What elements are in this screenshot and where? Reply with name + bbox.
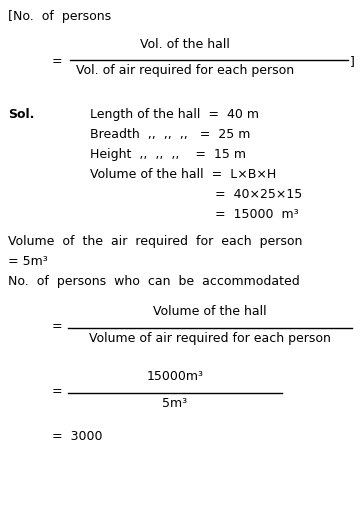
Text: 5m³: 5m³ [163,397,188,410]
Text: Height  ,,  ,,  ,,    =  15 m: Height ,, ,, ,, = 15 m [90,148,246,161]
Text: =: = [52,55,63,68]
Text: Length of the hall  =  40 m: Length of the hall = 40 m [90,108,259,121]
Text: Volume of air required for each person: Volume of air required for each person [89,332,331,345]
Text: Volume  of  the  air  required  for  each  person: Volume of the air required for each pers… [8,235,302,248]
Text: =: = [52,320,63,333]
Text: [No.  of  persons: [No. of persons [8,10,111,23]
Text: Breadth  ,,  ,,  ,,   =  25 m: Breadth ,, ,, ,, = 25 m [90,128,251,141]
Text: ]: ] [350,55,355,68]
Text: =  15000  m³: = 15000 m³ [215,208,299,221]
Text: Volume of the hall: Volume of the hall [153,305,267,318]
Text: Vol. of air required for each person: Vol. of air required for each person [76,64,294,77]
Text: =  3000: = 3000 [52,430,102,443]
Text: Vol. of the hall: Vol. of the hall [140,38,230,51]
Text: =  40×25×15: = 40×25×15 [215,188,302,201]
Text: Sol.: Sol. [8,108,34,121]
Text: Volume of the hall  =  L×B×H: Volume of the hall = L×B×H [90,168,276,181]
Text: =: = [52,385,63,398]
Text: = 5m³: = 5m³ [8,255,48,268]
Text: 15000m³: 15000m³ [147,370,203,383]
Text: No.  of  persons  who  can  be  accommodated: No. of persons who can be accommodated [8,275,300,288]
